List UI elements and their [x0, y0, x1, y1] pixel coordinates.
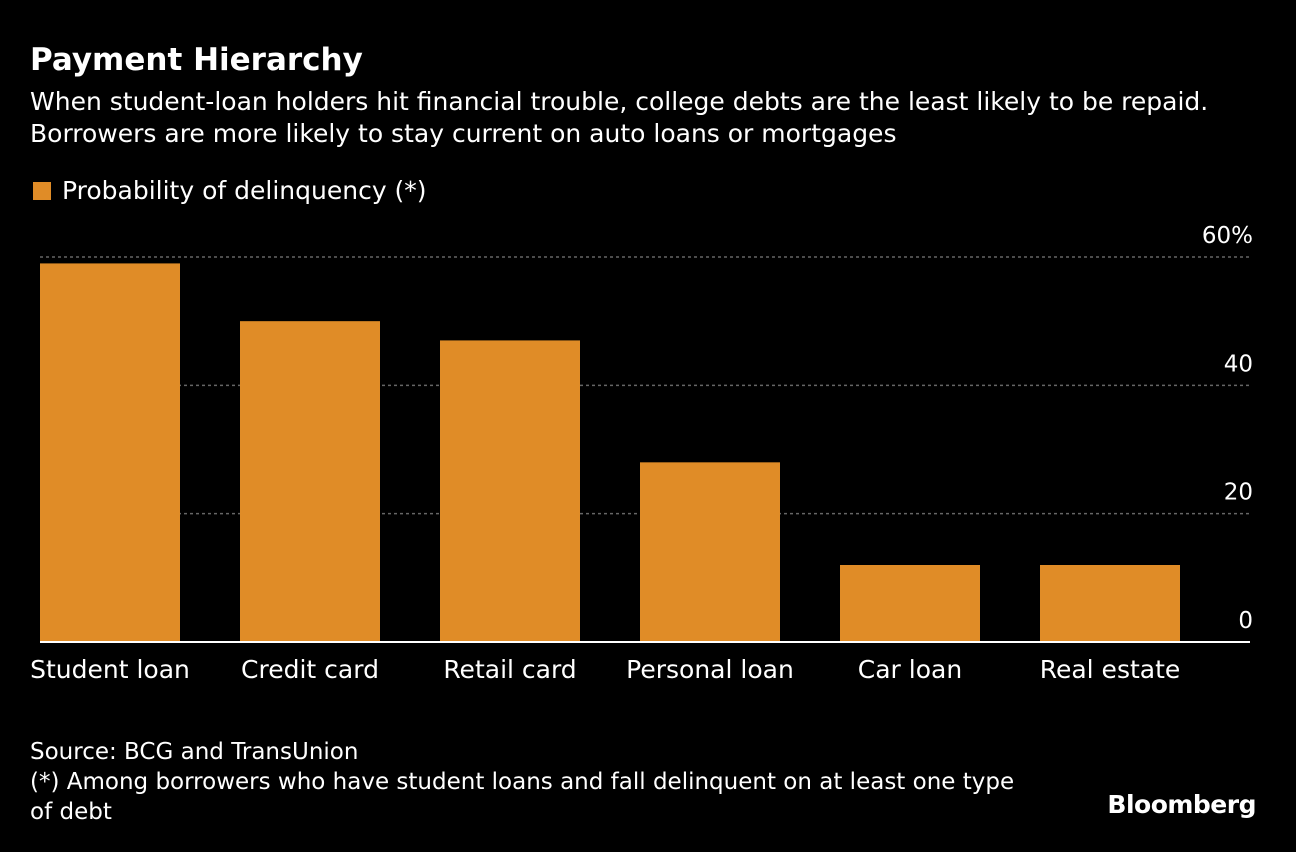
y-tick-label: 0 — [1238, 608, 1253, 634]
legend: Probability of delinquency (*) — [33, 174, 427, 208]
footnote: (*) Among borrowers who have student loa… — [30, 769, 1015, 825]
bar — [840, 565, 980, 642]
y-tick-label: 40 — [1224, 351, 1253, 377]
x-tick-label: Student loan — [30, 655, 190, 684]
gridlines — [40, 256, 1250, 515]
bar — [440, 340, 580, 642]
x-tick-label: Personal loan — [626, 655, 794, 684]
chart-title: Payment Hierarchy — [30, 42, 363, 78]
source-note: Source: BCG and TransUnion — [30, 739, 359, 765]
bar — [240, 321, 380, 642]
bar — [1040, 565, 1180, 642]
bar — [40, 263, 180, 642]
footer: Source: BCG and TransUnion (*) Among bor… — [30, 737, 1040, 827]
x-tick-label: Retail card — [443, 655, 576, 684]
bloomberg-logo: Bloomberg — [1107, 790, 1256, 819]
x-tick-labels: Student loan Credit card Retail card Person… — [30, 655, 1180, 684]
y-tick-label: 20 — [1224, 480, 1253, 506]
legend-label: Probability of delinquency (*) — [62, 176, 427, 205]
legend-swatch — [33, 182, 51, 200]
chart-subtitle: When student-loan holders hit financial … — [30, 87, 1209, 148]
bars — [40, 263, 1180, 642]
y-tick-labels: 0 20 40 60% — [1202, 223, 1253, 634]
x-tick-label: Car loan — [858, 655, 962, 684]
bar — [640, 462, 780, 642]
y-tick-label: 60% — [1202, 223, 1253, 249]
x-tick-label: Real estate — [1040, 655, 1181, 684]
x-tick-label: Credit card — [241, 655, 379, 684]
